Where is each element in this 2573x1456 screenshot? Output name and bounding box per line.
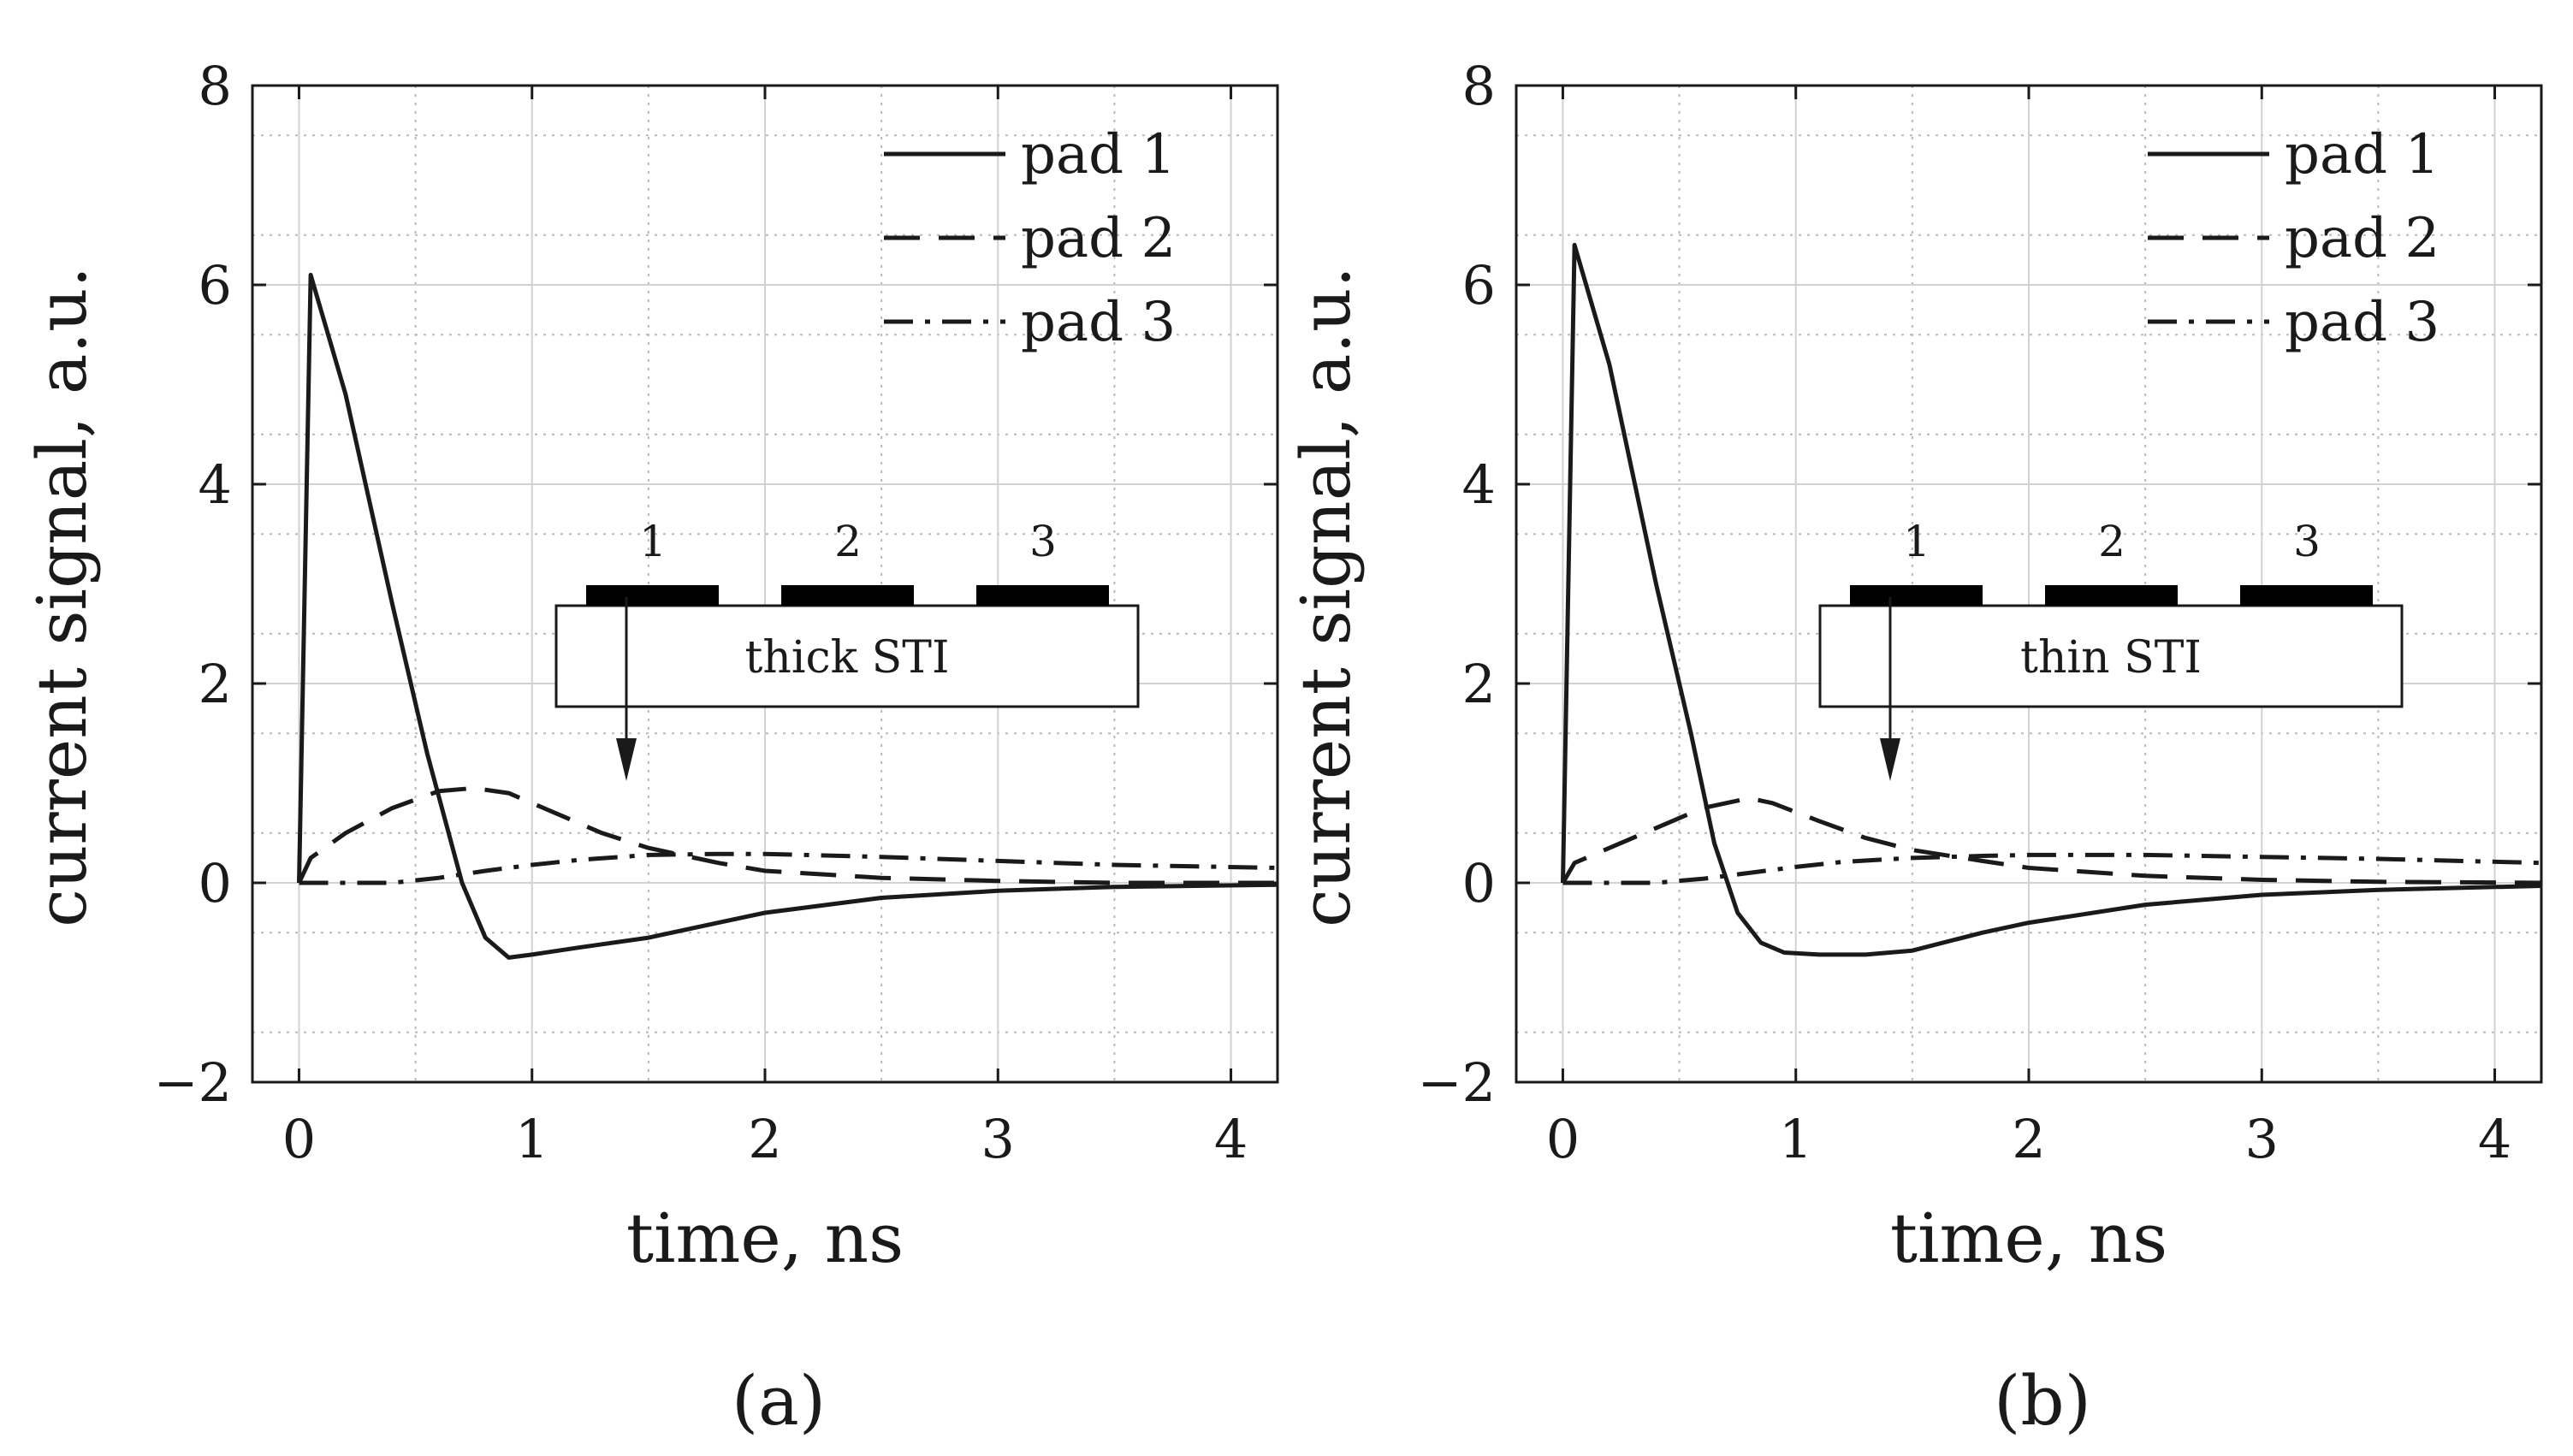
x-tick-label: 1 bbox=[515, 1108, 548, 1170]
y-tick-label: −2 bbox=[1418, 1051, 1496, 1114]
legend: pad 1 pad 2 pad 3 bbox=[2148, 123, 2440, 354]
x-tick-label: 1 bbox=[1779, 1108, 1812, 1170]
x-tick-label: 0 bbox=[1546, 1108, 1580, 1170]
x-tick-label: 3 bbox=[981, 1108, 1015, 1170]
x-tick-label: 4 bbox=[2478, 1108, 2511, 1170]
x-tick-label: 2 bbox=[2012, 1108, 2045, 1170]
chart-panel-2: 0 1 2 3 4 −2 0 2 4 6 8 time, ns current signal, a.u.… bbox=[1286, 55, 2543, 1441]
inset-pad-3 bbox=[2240, 585, 2373, 606]
series-line-pad-3 bbox=[1562, 852, 2542, 885]
y-tick-label: 8 bbox=[199, 55, 232, 117]
y-axis-label: current signal, a.u. bbox=[1286, 266, 1366, 927]
inset-label: thin STI bbox=[2020, 632, 2202, 684]
y-tick-label: 4 bbox=[199, 453, 232, 516]
inset-pad-1 bbox=[586, 585, 719, 606]
y-tick-label: 2 bbox=[199, 653, 232, 715]
panel-caption: (a) bbox=[732, 1361, 826, 1441]
inset-pad-number-3: 3 bbox=[1029, 517, 1057, 566]
inset-schematic: thick STI 1 2 3 bbox=[554, 517, 1140, 781]
series-line-pad-2 bbox=[297, 785, 1278, 885]
inset-pad-2 bbox=[2045, 585, 2178, 606]
legend: pad 1 pad 2 pad 3 bbox=[884, 123, 1176, 354]
series-line-pad-1 bbox=[297, 272, 1278, 960]
x-axis-label: time, ns bbox=[626, 1199, 904, 1278]
legend-label-pad-2: pad 2 bbox=[1021, 207, 1176, 270]
inset-pad-number-1: 1 bbox=[639, 517, 667, 566]
inset-schematic: thin STI 1 2 3 bbox=[1818, 517, 2404, 781]
inset-pad-2 bbox=[781, 585, 914, 606]
y-tick-label: 6 bbox=[199, 254, 232, 317]
inset-pad-1 bbox=[1850, 585, 1983, 606]
x-tick-label: 2 bbox=[748, 1108, 781, 1170]
inset-pad-3 bbox=[976, 585, 1109, 606]
x-tick-label: 3 bbox=[2245, 1108, 2279, 1170]
y-tick-label: 8 bbox=[1462, 55, 1496, 117]
series-line-pad-2 bbox=[1561, 796, 2542, 885]
x-axis-label: time, ns bbox=[1890, 1199, 2167, 1278]
series-line-pad-3 bbox=[299, 851, 1278, 885]
series-line-pad-1 bbox=[1561, 242, 2542, 957]
legend-label-pad-2: pad 2 bbox=[2285, 207, 2440, 270]
y-tick-label: 6 bbox=[1462, 254, 1496, 317]
y-tick-label: 4 bbox=[1462, 453, 1496, 516]
y-tick-label: 2 bbox=[1462, 653, 1496, 715]
inset-substrate-box bbox=[554, 604, 1140, 708]
inset-arrow-head bbox=[1880, 738, 1900, 781]
legend-label-pad-3: pad 3 bbox=[1021, 291, 1176, 354]
y-axis-label: current signal, a.u. bbox=[22, 266, 102, 927]
inset-substrate-box bbox=[1818, 604, 2404, 708]
y-tick-label: 0 bbox=[199, 852, 232, 914]
inset-pad-number-1: 1 bbox=[1903, 517, 1930, 566]
x-tick-label: 4 bbox=[1214, 1108, 1248, 1170]
inset-pad-number-3: 3 bbox=[2293, 517, 2321, 566]
y-tick-label: 0 bbox=[1462, 852, 1496, 914]
inset-pad-number-2: 2 bbox=[834, 517, 862, 566]
x-tick-label: 0 bbox=[282, 1108, 316, 1170]
inset-pad-number-2: 2 bbox=[2098, 517, 2125, 566]
legend-label-pad-3: pad 3 bbox=[2285, 291, 2440, 354]
chart-panel-1: 0 1 2 3 4 −2 0 2 4 6 8 time, ns current signal, a.u.… bbox=[22, 55, 1279, 1441]
minor-grid bbox=[1516, 86, 2541, 1082]
legend-label-pad-1: pad 1 bbox=[1021, 123, 1176, 186]
legend-label-pad-1: pad 1 bbox=[2285, 123, 2440, 186]
inset-label: thick STI bbox=[744, 632, 949, 684]
inset-arrow-head bbox=[616, 738, 637, 781]
y-tick-label: −2 bbox=[154, 1051, 232, 1114]
minor-grid bbox=[252, 86, 1278, 1082]
panel-caption: (b) bbox=[1994, 1361, 2091, 1441]
